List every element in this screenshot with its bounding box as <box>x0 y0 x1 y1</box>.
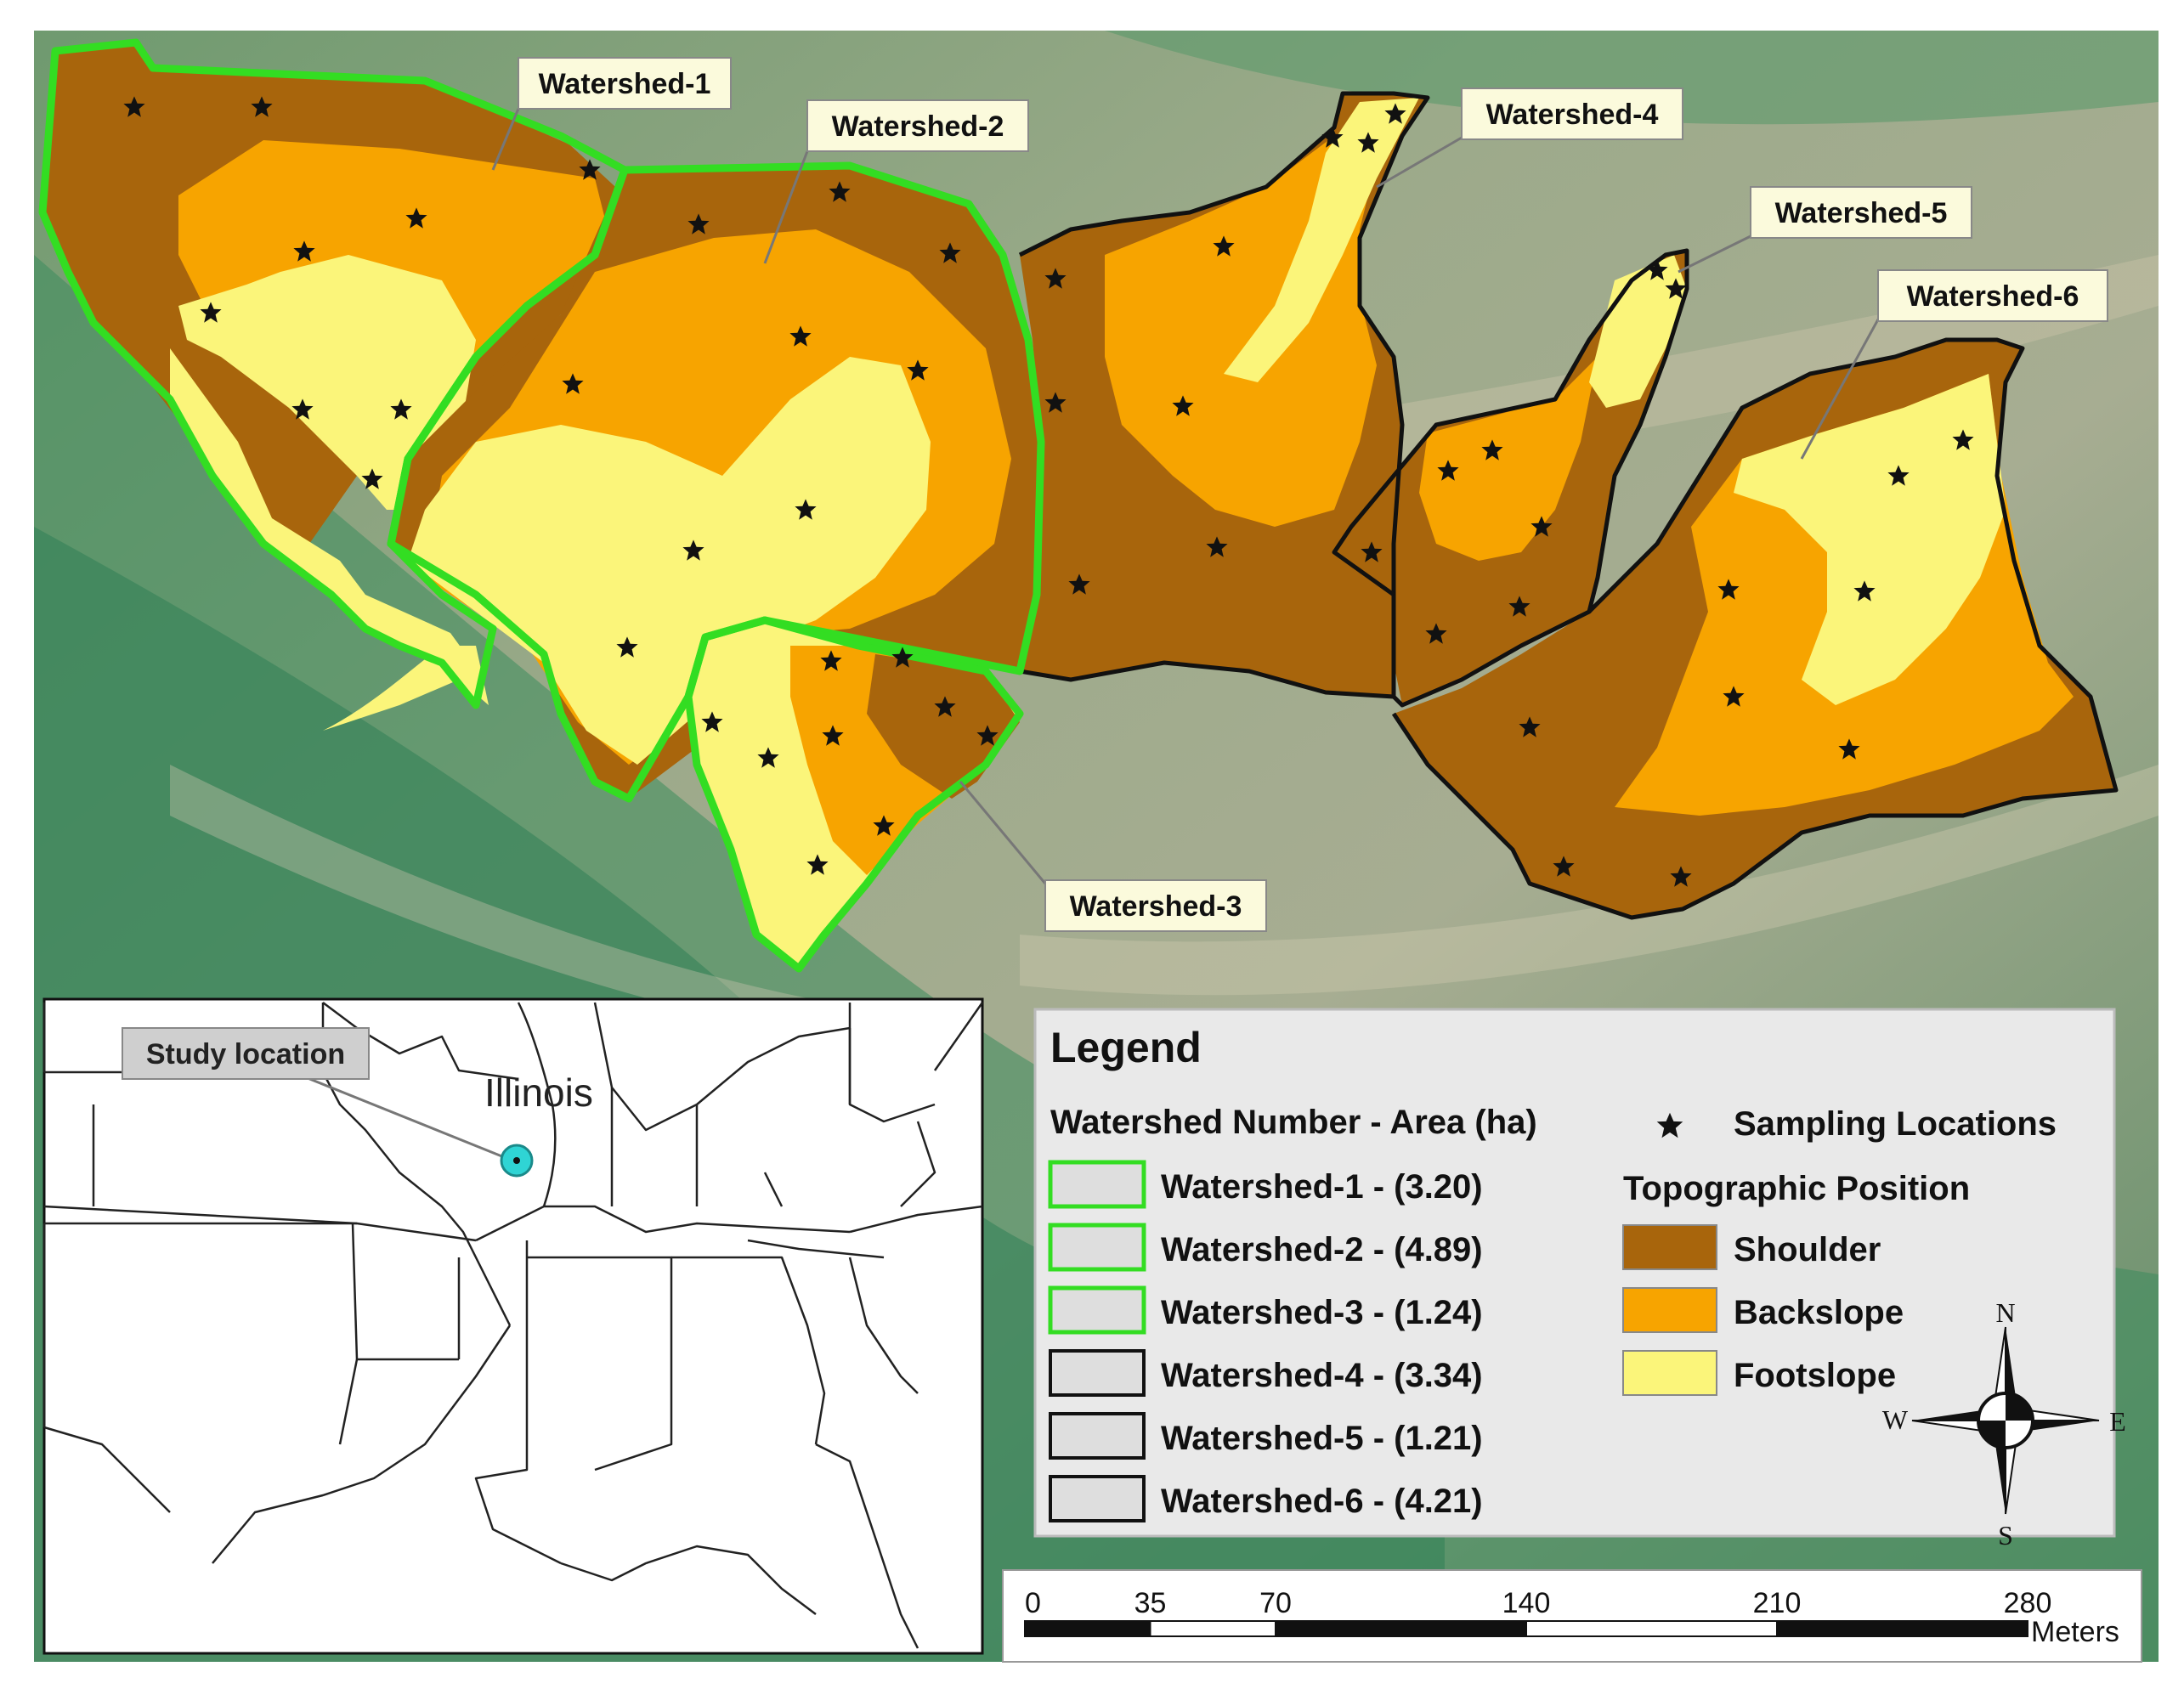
callout-box <box>1877 269 2108 322</box>
callout-box <box>1750 186 1972 239</box>
legend-swatch-watershed-3 <box>1048 1285 1146 1335</box>
legend-topo-header: Topographic Position <box>1623 1170 1970 1207</box>
scale-tick-label: 35 <box>1134 1587 1167 1619</box>
illinois-label: Illinois <box>484 1070 593 1115</box>
legend-watershed-3: Watershed-3 - (1.24) <box>1161 1294 1483 1331</box>
callout-watershed-5: Watershed-5 <box>1775 197 1948 229</box>
boundary-watershed-5 <box>1332 248 1689 708</box>
callout-watershed-3: Watershed-3 <box>1070 890 1242 923</box>
legend-title: Legend <box>1050 1024 1202 1071</box>
callout-box <box>806 99 1029 152</box>
scale-bar-segments <box>1024 1620 2028 1637</box>
legend-swatch-shoulder <box>1622 1224 1717 1270</box>
scale-tick-label: 0 <box>1025 1587 1041 1619</box>
boundary-watershed-1 <box>38 38 629 709</box>
scale-unit-label: Meters <box>2031 1616 2119 1648</box>
legend-topo-list: Shoulder Backslope Footslope <box>1622 1224 1904 1396</box>
watershed-3-area <box>688 620 1020 969</box>
legend-swatch-watershed-2 <box>1048 1223 1146 1272</box>
compass-rose-icon: N S E W <box>1882 1297 2126 1551</box>
legend-watershed-list: Watershed-1 - (3.20) Watershed-2 - (4.89… <box>1048 1160 1483 1522</box>
scale-segment <box>1275 1620 1527 1637</box>
scale-segment <box>1525 1620 1778 1637</box>
scale-segment <box>1776 1620 2028 1637</box>
legend-swatch-backslope <box>1622 1287 1717 1333</box>
legend-footslope: Footslope <box>1734 1357 1896 1394</box>
callout-watershed-2: Watershed-2 <box>832 110 1004 143</box>
callout-watershed-6: Watershed-6 <box>1907 280 2079 313</box>
legend-sampling-label: Sampling Locations <box>1734 1105 2057 1143</box>
callouts: Watershed-1 Watershed-2 Watershed-3 Wate… <box>491 57 2108 932</box>
scale-bar-labels: 0 35 70 140 210 280 <box>1025 1587 2051 1619</box>
scale-segment <box>1149 1620 1276 1637</box>
legend-swatch-watershed-6 <box>1049 1475 1146 1522</box>
scale-tick-label: 280 <box>2004 1587 2052 1619</box>
legend-watershed-6: Watershed-6 - (4.21) <box>1161 1483 1483 1520</box>
callout-watershed-1: Watershed-1 <box>539 68 711 100</box>
compass-n: N <box>1995 1297 2015 1328</box>
scale-tick-label: 210 <box>1753 1587 1802 1619</box>
legend-watershed-header: Watershed Number - Area (ha) <box>1050 1104 1537 1141</box>
compass-e: E <box>2109 1406 2126 1437</box>
legend-swatch-watershed-1 <box>1048 1160 1146 1209</box>
legend-watershed-1: Watershed-1 - (3.20) <box>1161 1168 1483 1206</box>
legend-watershed-2: Watershed-2 - (4.89) <box>1161 1231 1483 1268</box>
scale-segment <box>1024 1620 1151 1637</box>
callout-box <box>1044 879 1267 932</box>
callout-box <box>518 57 732 110</box>
compass-s: S <box>1998 1520 2013 1551</box>
legend-swatch-watershed-5 <box>1049 1412 1146 1460</box>
legend-shoulder: Shoulder <box>1734 1231 1881 1268</box>
study-location-callout: Study location <box>122 1027 534 1178</box>
legend: Legend Watershed Number - Area (ha) Samp… <box>1033 1008 2126 1551</box>
legend-watershed-4: Watershed-4 - (3.34) <box>1161 1357 1483 1394</box>
watershed-4-area <box>1020 93 1428 697</box>
legend-watershed-5: Watershed-5 - (1.21) <box>1161 1420 1483 1457</box>
compass-w: W <box>1882 1404 1909 1435</box>
legend-swatch-watershed-4 <box>1049 1349 1146 1397</box>
study-location-label: Study location <box>146 1038 345 1070</box>
callout-box <box>1461 88 1683 140</box>
watershed-5-area <box>1334 251 1687 705</box>
scale-tick-label: 140 <box>1502 1587 1551 1619</box>
boundary-watershed-4 <box>1018 91 1430 699</box>
scale-bar: 0 35 70 140 210 280 Meters <box>1002 1569 2142 1663</box>
callout-watershed-4: Watershed-4 <box>1486 99 1659 131</box>
legend-backslope: Backslope <box>1734 1294 1904 1331</box>
scale-tick-label: 70 <box>1259 1587 1292 1619</box>
inset-location-map: Study location Illinois <box>42 997 984 1655</box>
legend-swatch-footslope <box>1622 1350 1717 1396</box>
